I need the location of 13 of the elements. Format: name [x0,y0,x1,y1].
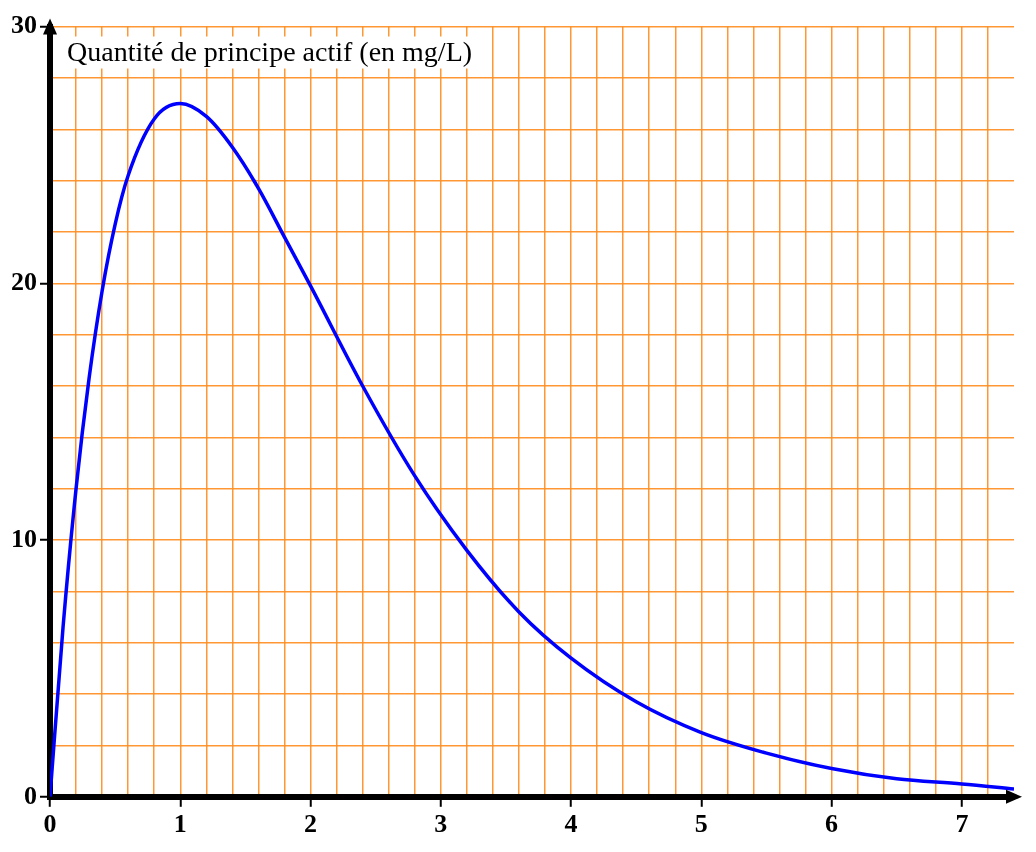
y-tick-label: 0 [24,780,37,810]
y-tick-label: 10 [11,523,37,553]
y-tick-label: 30 [11,10,37,40]
x-tick-label: 4 [564,809,578,839]
y-tick-label: 20 [11,267,37,297]
x-tick-label: 0 [43,809,57,839]
x-tick-label: 5 [694,809,708,839]
y-axis-title: Quantité de principe actif (en mg/L) [67,35,473,67]
x-tick-label: 7 [955,809,969,839]
x-tick-label: 2 [304,809,318,839]
x-tick-label: 6 [825,809,839,839]
x-tick-label: 3 [434,809,448,839]
x-tick-label: 1 [173,809,187,839]
